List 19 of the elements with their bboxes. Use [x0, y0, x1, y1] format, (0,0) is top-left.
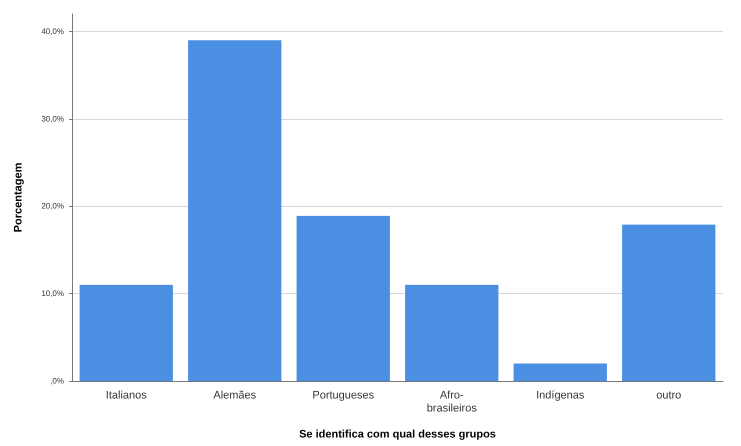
y-tick-label: 20,0% — [41, 202, 64, 211]
x-tick-label: Indígenas — [536, 390, 585, 402]
bar — [514, 364, 607, 381]
y-tick-label: ,0% — [50, 376, 64, 386]
x-tick-label: Afro-brasileiros — [426, 390, 478, 414]
x-tick-label: Italianos — [106, 390, 148, 402]
y-tick-label: 10,0% — [41, 289, 64, 298]
x-tick-label: Portugueses — [312, 390, 375, 402]
y-tick-label: 30,0% — [41, 114, 64, 124]
x-axis-title: Se identifica com qual desses grupos — [299, 428, 496, 440]
y-tick-label: 40,0% — [41, 26, 64, 36]
x-tick-label: Alemães — [213, 390, 257, 402]
bar — [296, 216, 390, 381]
bar — [622, 224, 716, 381]
bar — [405, 284, 498, 381]
bar — [188, 40, 282, 381]
bar — [80, 284, 173, 381]
x-tick-label: outro — [656, 390, 682, 402]
y-axis-title: Porcentagem — [12, 162, 24, 232]
